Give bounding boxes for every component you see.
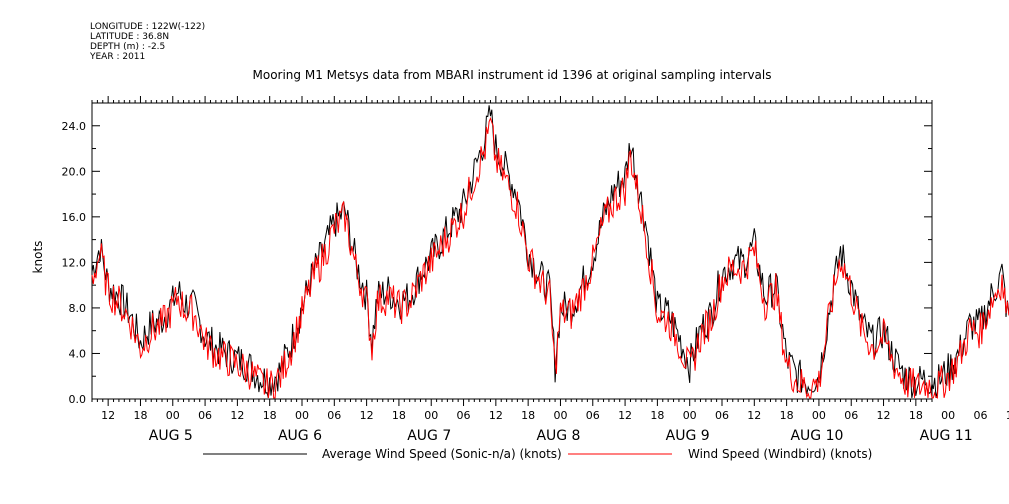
x-hour-label: 06 xyxy=(844,409,858,422)
x-hour-label: 12 xyxy=(360,409,374,422)
y-tick-label: 4.0 xyxy=(69,347,87,360)
x-hour-label: 18 xyxy=(650,409,664,422)
x-hour-label: 06 xyxy=(586,409,600,422)
x-hour-label: 00 xyxy=(941,409,955,422)
x-hour-label: 00 xyxy=(166,409,180,422)
meta-latitude: LATITUDE : 36.8N xyxy=(90,32,169,42)
x-hour-label: 12 xyxy=(230,409,244,422)
x-day-label: AUG 7 xyxy=(407,428,451,444)
x-day-label: AUG 11 xyxy=(920,428,973,444)
x-day-label: AUG 8 xyxy=(536,428,580,444)
x-day-label: AUG 5 xyxy=(149,428,193,444)
x-hour-label: 18 xyxy=(392,409,406,422)
x-hour-label: 12 xyxy=(747,409,761,422)
y-axis-label: knots xyxy=(31,241,45,274)
y-tick-label: 20.0 xyxy=(62,165,87,178)
x-hour-label: 18 xyxy=(263,409,277,422)
x-hour-label: 06 xyxy=(973,409,987,422)
meta-longitude: LONGITUDE : 122W(-122) xyxy=(90,22,205,32)
series-line-0 xyxy=(91,105,1009,399)
chart-title: Mooring M1 Metsys data from MBARI instru… xyxy=(253,68,772,82)
x-day-label: AUG 6 xyxy=(278,428,322,444)
x-day-label: AUG 10 xyxy=(790,428,843,444)
x-hour-label: 06 xyxy=(198,409,212,422)
y-tick-label: 0.0 xyxy=(69,393,87,406)
x-hour-label: 00 xyxy=(295,409,309,422)
x-hour-label: 18 xyxy=(521,409,535,422)
x-axis-ticks: 12 18 00 06 12 18 00 06 12 18 00 06 12 18 00 06 12 18 00 06… xyxy=(91,96,1009,444)
y-tick-label: 24.0 xyxy=(62,120,87,133)
x-hour-label: 18 xyxy=(909,409,923,422)
x-hour-label: 12 xyxy=(618,409,632,422)
y-tick-label: 16.0 xyxy=(62,211,87,224)
y-tick-label: 12.0 xyxy=(62,256,87,269)
series-line-1 xyxy=(91,116,1009,399)
x-hour-label: 12 xyxy=(101,409,115,422)
x-hour-label: 12 xyxy=(877,409,891,422)
meta-depth: DEPTH (m) : -2.5 xyxy=(90,42,165,52)
y-axis-ticks: 0.0 4.0 8.0 12.0 16.0 20.0 24.0 xyxy=(62,120,932,406)
x-hour-label: 18 xyxy=(780,409,794,422)
meta-year: YEAR : 2011 xyxy=(89,52,145,62)
x-hour-label: 18 xyxy=(133,409,147,422)
x-hour-label: 06 xyxy=(327,409,341,422)
x-hour-label: 12 xyxy=(489,409,503,422)
x-day-label: AUG 9 xyxy=(666,428,710,444)
x-hour-label: 00 xyxy=(553,409,567,422)
legend-label-wind-speed-windbird: Wind Speed (Windbird) (knots) xyxy=(688,447,872,461)
x-hour-label: 00 xyxy=(424,409,438,422)
legend: Average Wind Speed (Sonic-n/a) (knots) W… xyxy=(203,447,872,461)
x-hour-label: 00 xyxy=(812,409,826,422)
x-hour-label: 12 xyxy=(1006,409,1009,422)
y-tick-label: 8.0 xyxy=(69,302,87,315)
metadata-block: LONGITUDE : 122W(-122) LATITUDE : 36.8N … xyxy=(89,22,205,62)
series-lines xyxy=(91,105,1009,399)
x-hour-label: 06 xyxy=(715,409,729,422)
legend-label-average-wind-speed: Average Wind Speed (Sonic-n/a) (knots) xyxy=(322,447,562,461)
x-hour-label: 00 xyxy=(683,409,697,422)
x-hour-label: 06 xyxy=(457,409,471,422)
